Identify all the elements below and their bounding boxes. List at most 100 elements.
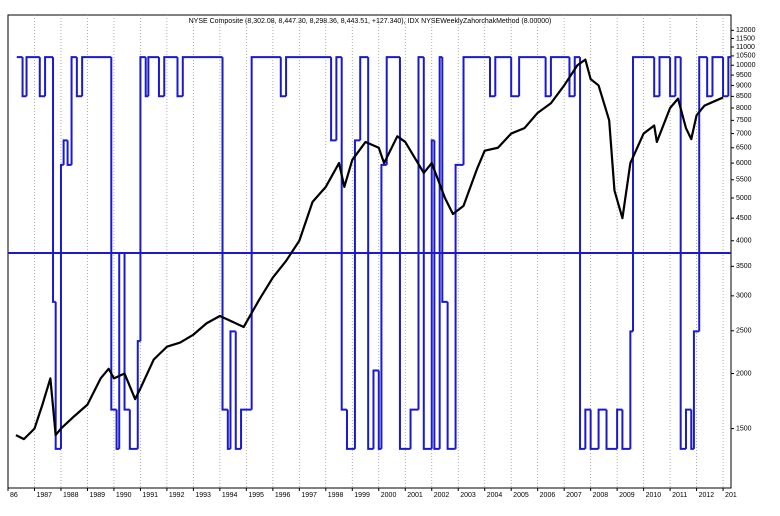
x-tick-label: 1994: [222, 492, 238, 499]
indicator-step: [147, 56, 159, 97]
indicator-step: [123, 252, 130, 411]
x-tick-label: 2006: [540, 492, 556, 499]
x-tick-label: 2003: [460, 492, 476, 499]
indicator-step: [433, 140, 440, 450]
y-tick-label: 9500: [736, 72, 752, 79]
x-tick-label: 2002: [434, 492, 450, 499]
indicator-step: [510, 57, 520, 98]
indicator-step: [518, 56, 546, 97]
indicator-step: [441, 57, 448, 303]
x-tick-label: 86: [10, 492, 18, 499]
indicator-step: [698, 56, 708, 332]
indicator-step: [70, 56, 77, 165]
indicator-step: [727, 56, 731, 97]
indicator-step: [494, 56, 512, 97]
indicator-step: [234, 331, 242, 450]
chart-title: NYSE Composite (8,302.08, 8,447.30, 8,29…: [189, 18, 552, 25]
x-tick-label: 1997: [301, 492, 317, 499]
indicator-step: [128, 409, 138, 450]
x-tick-label: 2005: [513, 492, 529, 499]
indicator-step: [330, 57, 337, 142]
y-tick-label: 3000: [736, 293, 752, 300]
x-tick-label: 1995: [248, 492, 264, 499]
indicator-step: [489, 57, 496, 98]
y-tick-label: 8000: [736, 105, 752, 112]
x-tick-label: 2001: [407, 492, 423, 499]
indicator-step: [584, 408, 591, 449]
indicator-step: [62, 139, 68, 165]
indicator-step: [674, 56, 681, 97]
indicator-step: [568, 57, 575, 98]
x-tick-label: 2008: [593, 492, 609, 499]
indicator-step: [579, 57, 586, 450]
x-tick-label: 2011: [672, 492, 687, 499]
indicator-step: [110, 57, 117, 411]
x-tick-label: 1996: [275, 492, 291, 499]
indicator-step: [692, 330, 700, 449]
indicator-step: [118, 251, 125, 449]
indicator-step: [181, 56, 223, 97]
indicator-step: [66, 140, 72, 166]
indicator-step: [398, 57, 411, 450]
indicator-step: [722, 57, 729, 98]
x-tick-label: 201: [725, 492, 737, 499]
x-tick-label: 1987: [36, 492, 52, 499]
x-tick-label: 2010: [646, 492, 662, 499]
indicator-step: [454, 163, 464, 449]
indicator-step: [589, 409, 599, 450]
x-tick-label: 2000: [381, 492, 397, 499]
indicator-step: [711, 56, 724, 97]
indicator-step: [221, 57, 228, 411]
indicator-step: [409, 408, 419, 449]
y-tick-label: 10000: [736, 62, 756, 69]
indicator-step: [706, 57, 713, 98]
indicator-step: [163, 56, 178, 97]
indicator-step: [679, 57, 686, 450]
indicator-step: [380, 163, 387, 449]
x-tick-label: 1989: [89, 492, 105, 499]
indicator-step: [605, 409, 618, 450]
y-tick-label: 10500: [736, 53, 756, 60]
indicator-step: [240, 408, 252, 449]
y-tick-label: 3500: [736, 263, 752, 270]
indicator-step: [176, 57, 183, 98]
x-tick-label: 1990: [116, 492, 132, 499]
x-tick-label: 2009: [619, 492, 635, 499]
x-tick-label: 1998: [328, 492, 344, 499]
indicator-step: [669, 57, 676, 98]
y-tick-label: 5500: [736, 177, 752, 184]
y-tick-label: 5000: [736, 195, 752, 202]
y-tick-label: 2500: [736, 328, 752, 335]
indicator-step: [25, 56, 40, 97]
y-tick-label: 4000: [736, 238, 752, 245]
indicator-step: [621, 409, 631, 450]
indicator-step: [653, 57, 660, 98]
indicator-step: [597, 408, 607, 449]
indicator-step: [54, 301, 61, 450]
indicator-step: [544, 57, 551, 98]
y-tick-label: 7500: [736, 117, 752, 124]
x-tick-label: 1991: [142, 492, 158, 499]
indicator-step: [38, 57, 46, 98]
indicator-step: [372, 369, 379, 449]
y-tick-label: 11000: [736, 44, 755, 51]
indicator-step: [285, 56, 332, 97]
indicator-step: [44, 56, 54, 97]
indicator-step: [446, 301, 456, 450]
y-tick-label: 1500: [736, 425, 752, 432]
y-tick-label: 9000: [736, 82, 752, 89]
indicator-step: [157, 57, 165, 98]
indicator-step: [549, 56, 570, 97]
y-tick-label: 8500: [736, 93, 752, 100]
indicator-step: [353, 139, 361, 449]
indicator-step: [462, 56, 490, 165]
x-tick-label: 2004: [487, 492, 503, 499]
y-tick-label: 2000: [736, 370, 752, 377]
plot-frame: [7, 14, 732, 489]
x-tick-label: 1992: [169, 492, 185, 499]
x-tick-label: 2012: [699, 492, 715, 499]
indicator-step: [616, 408, 623, 449]
indicator-step: [335, 56, 342, 141]
y-tick-label: 6500: [736, 145, 752, 152]
